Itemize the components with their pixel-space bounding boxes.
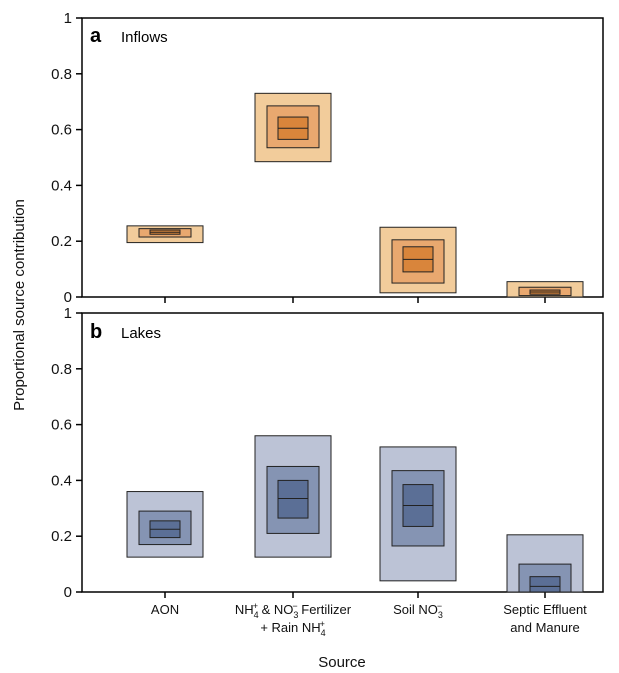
panel-b: 0 0.2 0.4 0.6 0.8 1 b Lakes: [51, 305, 604, 601]
y-tick-label: 1: [64, 10, 72, 27]
y-tick-label: 0: [64, 289, 72, 306]
panel-a: 0 0.2 0.4 0.6 0.8 1 a Inflows: [51, 10, 604, 306]
panel-a-label: a: [90, 25, 102, 47]
x-axis-label: Source: [318, 654, 366, 671]
panel-b-boxes: [126, 435, 584, 593]
category-label-fertilizer-line2: + Rain NH4+: [260, 619, 325, 638]
y-tick-label: 0.2: [51, 528, 72, 545]
panel-a-frame: [81, 17, 604, 298]
x-category-labels: AON NH4+ & NO3− Fertilizer + Rain NH4+ S…: [151, 601, 587, 638]
y-tick-label: 0.4: [51, 472, 72, 489]
y-tick-label: 0: [64, 584, 72, 601]
panel-a-gridticks: 0 0.2 0.4 0.6 0.8 1: [51, 10, 546, 306]
y-tick-label: 1: [64, 305, 72, 322]
y-axis-label: Proportional source contribution: [11, 199, 28, 411]
panel-b-gridticks: 0 0.2 0.4 0.6 0.8 1: [51, 305, 546, 601]
y-tick-label: 0.6: [51, 417, 72, 434]
panel-a-title: Inflows: [121, 29, 168, 46]
category-label-septic-line2: and Manure: [510, 620, 579, 635]
panel-b-frame: [81, 312, 604, 593]
category-label-soil: Soil NO3−: [393, 601, 443, 620]
category-label-aon: AON: [151, 602, 179, 617]
panel-a-boxes: [126, 92, 584, 298]
category-label-fertilizer: NH4+ & NO3− Fertilizer: [235, 601, 352, 620]
box-b-septic-level-1: [529, 576, 561, 593]
y-tick-label: 0.4: [51, 177, 72, 194]
y-tick-label: 0.8: [51, 66, 72, 83]
y-tick-label: 0.2: [51, 233, 72, 250]
panel-b-label: b: [90, 321, 102, 343]
y-tick-label: 0.8: [51, 361, 72, 378]
panel-b-title: Lakes: [121, 325, 161, 342]
box-b-fertilizer-level-1: [277, 479, 309, 519]
category-label-septic: Septic Effluent: [503, 602, 587, 617]
y-tick-label: 0.6: [51, 122, 72, 139]
